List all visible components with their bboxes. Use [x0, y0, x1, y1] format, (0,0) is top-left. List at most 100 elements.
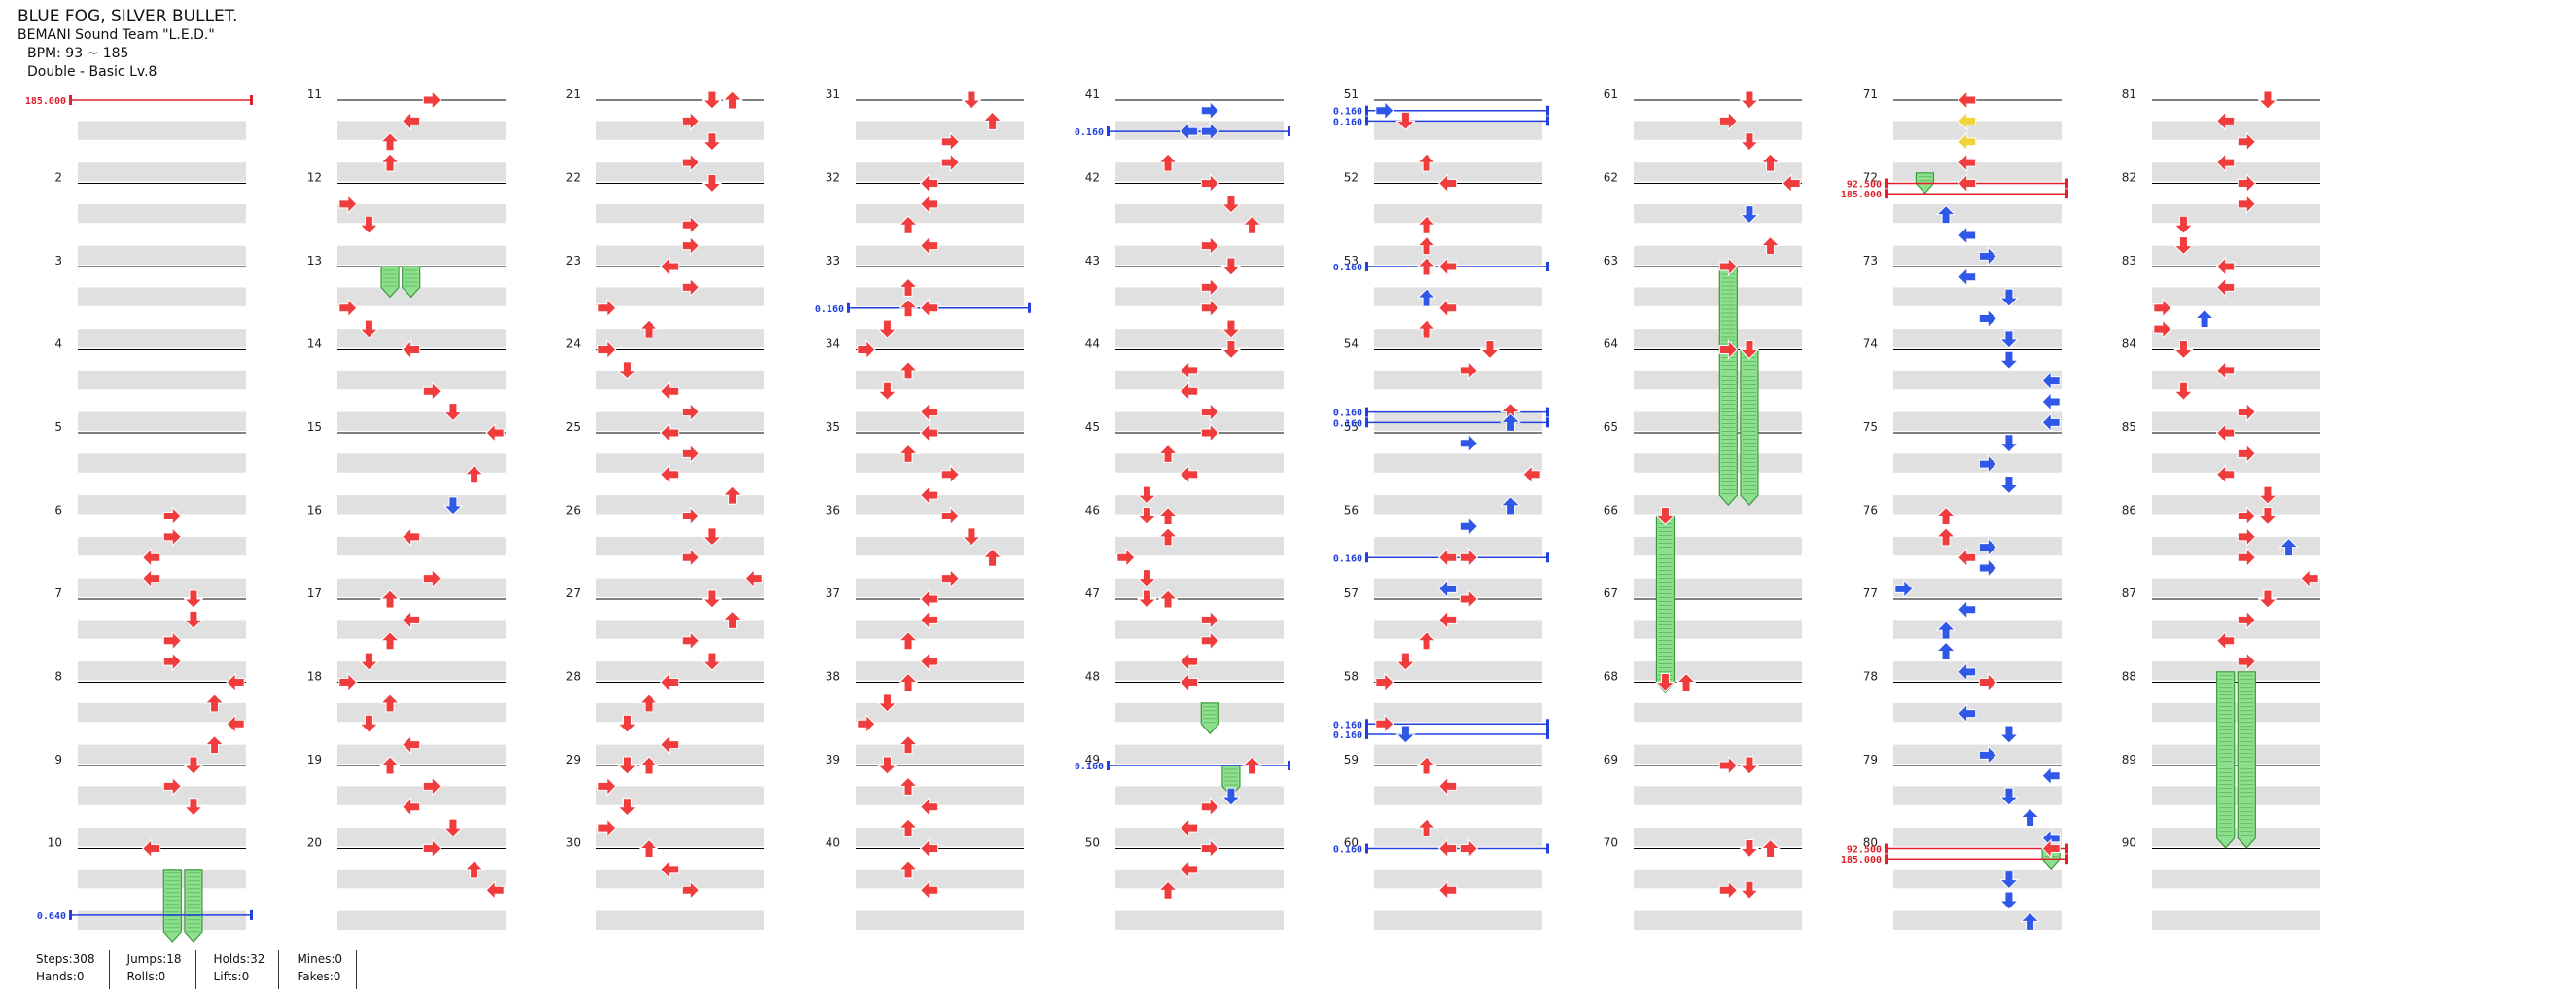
blue-arrow-note [2041, 412, 2061, 433]
measure-band [2152, 702, 2320, 723]
measure-number: 71 [1863, 88, 1878, 101]
blue-arrow-note [1998, 288, 2020, 307]
scroll-marker: 0.160 [1333, 719, 1549, 730]
red-arrow-note [401, 339, 421, 360]
blue-arrow-note [1220, 787, 1242, 806]
red-arrow-note [1179, 381, 1199, 402]
measure-band [1374, 828, 1542, 847]
marker-label: 92.500 [1847, 180, 1882, 191]
measure-band [596, 411, 764, 431]
red-arrow-note [701, 527, 723, 547]
measure-band [856, 411, 1024, 431]
measure-9: 9 [54, 753, 246, 847]
measure-72: 72 [1863, 171, 2062, 265]
measure-27: 27 [566, 587, 764, 681]
measure-14: 14 [307, 338, 506, 431]
red-arrow-note [898, 299, 919, 318]
measure-band [1115, 370, 1284, 390]
red-arrow-note [919, 610, 939, 630]
measure-band [2152, 495, 2320, 515]
measure-band [596, 495, 764, 515]
red-arrow-note [162, 526, 183, 548]
red-arrow-note [2215, 360, 2236, 381]
red-arrow-note [379, 631, 401, 651]
red-arrow-note [723, 90, 743, 110]
measure-number: 33 [826, 254, 840, 267]
measure-band [1634, 744, 1802, 764]
measure-88: 88 [2122, 670, 2320, 764]
scroll-marker: 0.160 [1333, 729, 1549, 741]
measure-74: 74 [1863, 338, 2062, 431]
blue-arrow-note [2020, 807, 2040, 827]
measure-band [1115, 121, 1284, 140]
measure-band [1893, 578, 2062, 597]
measure-51: 51 [1344, 88, 1542, 182]
measure-band [1374, 578, 1542, 597]
measure-number: 9 [54, 753, 62, 766]
stat-steps: Steps:308 [36, 952, 95, 966]
hold-note [2237, 671, 2256, 849]
yellow-arrow-note [1957, 131, 1977, 152]
red-arrow-note [898, 818, 919, 837]
measure-50: 50 [1085, 836, 1284, 930]
measure-band [856, 869, 1024, 889]
blue-arrow-note [1957, 599, 1977, 620]
measure-band [1893, 287, 2062, 306]
red-arrow-note [2237, 402, 2257, 422]
blue-arrow-note [2041, 371, 2061, 391]
red-arrow-note [1157, 527, 1179, 547]
red-arrow-note [2215, 111, 2236, 131]
red-arrow-note [162, 651, 183, 672]
red-arrow-note [659, 464, 680, 484]
measure-band [1115, 786, 1284, 805]
measure-band [1115, 245, 1284, 265]
hold-note [1200, 702, 1219, 735]
scroll-marker: 0.160 [1333, 105, 1549, 118]
red-arrow-note [1179, 672, 1199, 693]
measure-band [1893, 869, 2062, 889]
measure-44: 44 [1085, 338, 1284, 431]
hold-note [1655, 515, 1676, 694]
red-arrow-note [1957, 173, 1977, 194]
red-arrow-note [1416, 631, 1437, 651]
measure-number: 28 [566, 670, 581, 684]
measure-band [1374, 162, 1542, 182]
stat-holds: Holds:32 [213, 952, 265, 966]
scroll-marker: 0.160 [1333, 262, 1549, 273]
red-arrow-note [1739, 880, 1760, 900]
red-arrow-note [1220, 319, 1242, 338]
red-arrow-note [2215, 464, 2236, 484]
red-arrow-note [1375, 714, 1394, 734]
measure-16: 16 [307, 504, 506, 597]
red-arrow-note [982, 548, 1003, 567]
red-arrow-note [401, 526, 421, 548]
measure-band [1634, 287, 1802, 306]
measure-band [596, 910, 764, 930]
measure-band [1634, 162, 1802, 182]
measure-band [2152, 786, 2320, 805]
red-arrow-note [2215, 277, 2236, 298]
red-arrow-note [877, 381, 898, 401]
measure-number: 55 [1344, 420, 1359, 434]
measure-band [1893, 495, 2062, 515]
red-arrow-note [1437, 256, 1458, 277]
measure-band [1634, 329, 1802, 348]
red-arrow-note [379, 694, 401, 713]
red-arrow-note [1179, 651, 1199, 672]
blue-arrow-note [1978, 453, 1998, 475]
red-arrow-note [1760, 235, 1781, 256]
red-arrow-note [1200, 630, 1220, 651]
blue-arrow-note [1978, 246, 1998, 267]
hold-note [162, 869, 182, 943]
measure-number: 57 [1344, 587, 1359, 600]
measure-35: 35 [826, 420, 1024, 515]
measure-number: 64 [1604, 338, 1618, 351]
measure-band [1634, 661, 1802, 681]
blue-arrow-note [1998, 350, 2020, 370]
measure-band [1634, 203, 1802, 224]
red-arrow-note [1739, 90, 1760, 110]
red-arrow-note [422, 838, 442, 859]
marker-label: 0.160 [1333, 845, 1362, 856]
measure-43: 43 [1085, 254, 1284, 348]
red-arrow-note [2237, 548, 2257, 568]
